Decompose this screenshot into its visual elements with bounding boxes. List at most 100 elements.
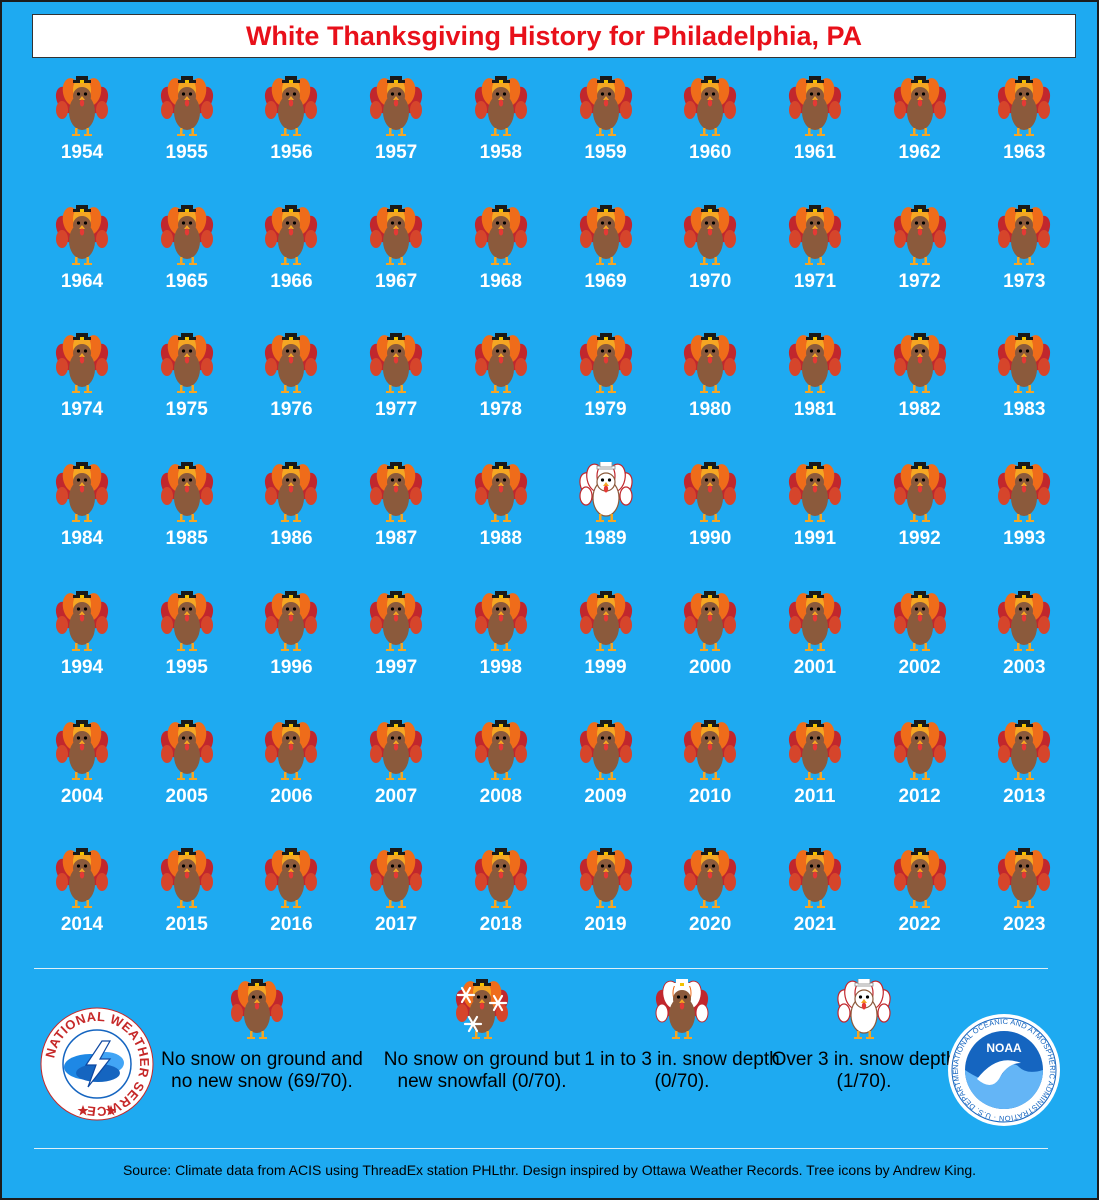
brown-turkey-icon [682,76,738,138]
year-label: 1964 [60,270,104,292]
year-cell-2020: 2020 [658,848,762,968]
brown-turkey-icon [263,591,319,653]
brown-turkey-icon [368,333,424,395]
year-cell-1981: 1981 [763,333,867,453]
year-label: 2000 [689,656,732,678]
year-cell-1995: 1995 [135,591,239,711]
brown-turkey-icon [578,848,634,910]
year-cell-1983: 1983 [972,333,1076,453]
year-label: 1975 [165,399,208,421]
year-cell-1980: 1980 [658,333,762,453]
year-cell-2016: 2016 [239,848,343,968]
year-cell-1975: 1975 [135,333,239,453]
brown-turkey-icon [263,720,319,782]
year-label: 1977 [374,399,418,421]
brown-turkey-icon [578,333,634,395]
year-label: 1957 [374,142,418,163]
year-label: 2019 [584,914,627,936]
brown-turkey-icon [229,979,285,1041]
year-label: 1962 [898,142,941,163]
year-label: 2001 [793,656,837,678]
year-cell-1961: 1961 [763,76,867,196]
year-cell-2007: 2007 [344,720,448,840]
brown-turkey-icon [159,591,215,653]
year-cell-1974: 1974 [30,333,134,453]
year-label: 1984 [60,528,104,550]
brown-turkey-icon [263,333,319,395]
year-label: 2023 [1003,914,1046,936]
year-cell-1960: 1960 [658,76,762,196]
brown-turkey-icon [996,76,1052,138]
year-label: 1988 [479,528,522,550]
year-label: 1994 [60,656,104,678]
brown-turkey-icon [787,205,843,267]
brown-turkey-icon [682,720,738,782]
year-label: 1993 [1003,528,1046,550]
divider-bottom [34,1148,1048,1149]
year-cell-2018: 2018 [449,848,553,968]
year-label: 1986 [270,528,313,550]
year-cell-1987: 1987 [344,462,448,582]
brown-turkey-icon [996,205,1052,267]
year-cell-1957: 1957 [344,76,448,196]
year-label: 1971 [793,270,837,292]
year-cell-1968: 1968 [449,205,553,325]
white-turkey-icon [836,979,892,1041]
year-label: 1969 [584,270,627,292]
year-label: 1967 [374,270,418,292]
brown-turkey-icon [682,333,738,395]
year-label: 1968 [479,270,522,292]
brown-turkey-icon [159,848,215,910]
year-cell-1993: 1993 [972,462,1076,582]
chart-title: White Thanksgiving History for Philadelp… [245,20,863,51]
brown-turkey-icon [787,720,843,782]
year-label: 1966 [270,270,313,292]
year-label: 2004 [60,785,104,807]
year-label: 2002 [898,656,941,678]
year-label: 1954 [60,142,104,163]
year-cell-1956: 1956 [239,76,343,196]
year-label: 1989 [584,528,627,550]
year-label: 2014 [60,914,104,936]
year-cell-2008: 2008 [449,720,553,840]
year-label: 1995 [165,656,208,678]
year-label: 1998 [479,656,522,678]
brown-turkey-icon [787,848,843,910]
year-cell-2005: 2005 [135,720,239,840]
year-label: 1961 [793,142,837,163]
year-label: 1976 [270,399,313,421]
brown-turkey-icon [54,333,110,395]
brown-turkey-icon [473,333,529,395]
brown-turkey-icon [578,720,634,782]
year-cell-2000: 2000 [658,591,762,711]
year-cell-1996: 1996 [239,591,343,711]
year-label: 2017 [374,914,418,936]
divider-top [34,968,1048,969]
noaa-logo: NATIONAL OCEANIC AND ATMOSPHERIC ADMINIS… [947,1013,1060,1126]
year-label: 2010 [689,785,732,807]
year-label: 1974 [60,399,104,421]
year-label: 2015 [165,914,208,936]
year-cell-2015: 2015 [135,848,239,968]
year-cell-2012: 2012 [868,720,972,840]
title-box: White Thanksgiving History for Philadelp… [32,14,1076,58]
legend-label-over3: Over 3 in. snow depth (1/70). [771,1049,957,1092]
brown-turkey-icon [996,848,1052,910]
year-cell-1989: 1989 [554,462,658,582]
year-cell-1967: 1967 [344,205,448,325]
year-label: 2005 [165,785,208,807]
year-cell-1986: 1986 [239,462,343,582]
year-label: 1981 [793,399,837,421]
brown-turkey-icon [996,333,1052,395]
brown-turkey-icon [473,591,529,653]
year-label: 1982 [898,399,941,421]
year-cell-1970: 1970 [658,205,762,325]
year-label: 1972 [898,270,941,292]
year-label: 2006 [270,785,313,807]
year-cell-1985: 1985 [135,462,239,582]
brown-turkey-icon [263,848,319,910]
year-cell-1998: 1998 [449,591,553,711]
year-label: 1987 [374,528,418,550]
year-cell-1990: 1990 [658,462,762,582]
brown-turkey-icon [473,720,529,782]
